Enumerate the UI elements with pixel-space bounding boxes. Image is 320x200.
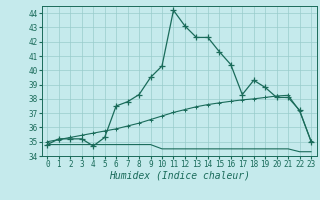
X-axis label: Humidex (Indice chaleur): Humidex (Indice chaleur) [109, 171, 250, 181]
